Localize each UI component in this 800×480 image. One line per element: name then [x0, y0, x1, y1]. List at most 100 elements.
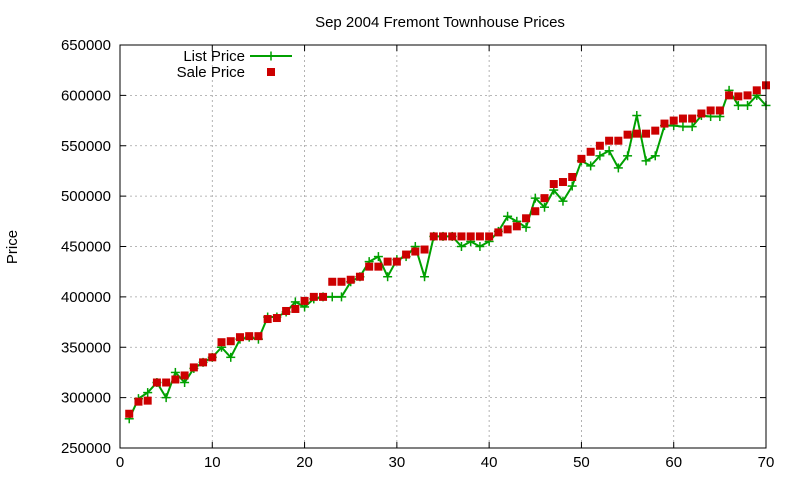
- list-price-point: [678, 122, 688, 132]
- x-tick-label: 10: [204, 454, 221, 471]
- sale-price-point: [272, 314, 281, 323]
- sale-price-point: [586, 147, 595, 156]
- sale-price-point: [466, 232, 475, 241]
- x-tick-label: 0: [116, 454, 124, 471]
- sale-price-point: [512, 222, 521, 231]
- sale-price-point: [235, 333, 244, 342]
- sale-price-point: [245, 332, 254, 341]
- list-price-point: [632, 111, 642, 121]
- sale-price-point: [383, 257, 392, 266]
- list-price-point: [595, 151, 605, 161]
- sale-price-point: [208, 353, 217, 362]
- sale-price-point: [217, 338, 226, 347]
- y-tick-label: 350000: [61, 339, 111, 356]
- sale-price-point: [411, 247, 420, 256]
- sale-price-point: [420, 245, 429, 254]
- sale-price-point: [125, 409, 134, 418]
- sale-price-point: [660, 119, 669, 128]
- series-2: [125, 81, 770, 418]
- sale-price-point: [540, 194, 549, 203]
- x-tick-label: 50: [573, 454, 590, 471]
- y-axis-label: Price: [4, 230, 21, 264]
- sale-price-point: [669, 116, 678, 125]
- list-price-point: [475, 242, 485, 251]
- axes: 0 10 20 30 40 50 60 70 250000 300000 350000 400000 4…: [61, 37, 774, 471]
- sale-price-point: [189, 363, 198, 372]
- list-price-point: [586, 161, 596, 171]
- sale-price-point: [282, 306, 291, 315]
- sale-price-point: [143, 396, 152, 405]
- sale-price-point: [494, 228, 503, 237]
- list-price-point: [733, 100, 743, 110]
- sale-price-point: [725, 91, 734, 100]
- sale-price-point: [328, 277, 337, 286]
- sale-price-point: [180, 371, 189, 380]
- list-price-point: [613, 163, 623, 173]
- x-tick-label: 30: [389, 454, 406, 471]
- list-price-line: [128, 87, 767, 420]
- sale-price-point: [457, 232, 466, 241]
- sale-price-point: [448, 232, 457, 241]
- sale-price-point: [734, 92, 743, 101]
- sale-price-point: [632, 129, 641, 138]
- list-price-point: [503, 211, 513, 221]
- sale-price-point: [374, 262, 383, 271]
- list-price-point: [143, 388, 153, 398]
- list-price-point: [743, 100, 753, 110]
- list-price-point: [161, 393, 171, 403]
- plot-frame: [119, 44, 767, 449]
- sale-price-point: [688, 114, 697, 123]
- series: [124, 81, 771, 424]
- list-price-point: [641, 156, 651, 166]
- list-price-point: [687, 122, 697, 132]
- sale-price-point: [392, 257, 401, 266]
- list-price-point: [336, 292, 346, 302]
- y-tick-label: 650000: [61, 37, 111, 54]
- sale-price-point: [678, 114, 687, 123]
- sale-price-point: [300, 296, 309, 305]
- y-tick-label: 600000: [61, 87, 111, 104]
- sale-price-point: [485, 232, 494, 241]
- chart-title: Sep 2004 Fremont Townhouse Prices: [315, 14, 565, 31]
- sale-price-point: [605, 136, 614, 145]
- sale-price-point: [651, 126, 660, 135]
- y-tick-label: 500000: [61, 188, 111, 205]
- sale-price-point: [319, 292, 328, 301]
- list-price-point: [456, 242, 466, 251]
- list-price-point: [420, 272, 430, 282]
- sale-price-point: [346, 275, 355, 284]
- x-tick-label: 60: [665, 454, 682, 471]
- x-tick-label: 20: [296, 454, 313, 471]
- list-price-point: [383, 272, 393, 282]
- sale-price-point: [199, 358, 208, 367]
- list-price-point: [530, 193, 540, 203]
- y-tick-label: 550000: [61, 138, 111, 155]
- sale-price-point: [263, 315, 272, 324]
- list-price-point: [558, 196, 568, 206]
- sale-price-point: [475, 232, 484, 241]
- list-price-point: [327, 292, 337, 302]
- y-tick-label: 400000: [61, 289, 111, 306]
- sale-price-point: [743, 91, 752, 100]
- sale-price-point: [402, 250, 411, 259]
- sale-price-point: [291, 304, 300, 313]
- list-price-point: [170, 367, 180, 377]
- x-tick-label: 70: [758, 454, 775, 471]
- sale-price-point: [309, 292, 318, 301]
- sale-price-point: [429, 232, 438, 241]
- list-price-point: [540, 202, 550, 212]
- sale-price-point: [226, 337, 235, 346]
- sale-price-point: [642, 129, 651, 138]
- y-tick-label: 450000: [61, 239, 111, 256]
- sale-price-point: [549, 180, 558, 189]
- sale-price-point: [697, 109, 706, 118]
- sale-price-point: [162, 378, 171, 387]
- list-price-point: [604, 146, 614, 156]
- sale-price-point: [595, 141, 604, 150]
- sale-price-point: [337, 277, 346, 286]
- list-price-point: [180, 378, 190, 388]
- grid: [120, 45, 766, 448]
- list-price-point: [650, 151, 660, 161]
- legend-plus-swatch: [266, 51, 276, 61]
